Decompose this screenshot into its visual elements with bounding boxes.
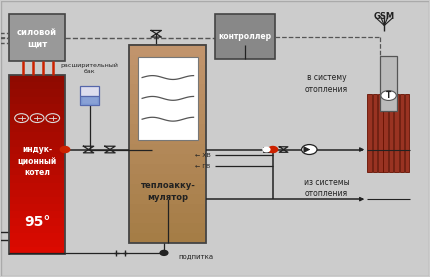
FancyBboxPatch shape (9, 182, 65, 190)
FancyBboxPatch shape (9, 232, 65, 240)
FancyBboxPatch shape (9, 82, 65, 89)
Text: 95°: 95° (24, 215, 50, 229)
FancyBboxPatch shape (129, 173, 206, 184)
FancyBboxPatch shape (129, 183, 206, 194)
FancyBboxPatch shape (129, 163, 206, 174)
FancyBboxPatch shape (129, 233, 206, 243)
Circle shape (160, 250, 168, 255)
Text: силовой
щит: силовой щит (17, 27, 57, 48)
FancyBboxPatch shape (129, 223, 206, 233)
FancyBboxPatch shape (129, 64, 206, 75)
Text: индук-
ционный
котел: индук- ционный котел (18, 145, 57, 177)
FancyBboxPatch shape (129, 134, 206, 144)
FancyBboxPatch shape (129, 104, 206, 114)
Text: теплоакку-
мулятор: теплоакку- мулятор (141, 181, 195, 202)
FancyBboxPatch shape (9, 117, 65, 125)
FancyBboxPatch shape (389, 94, 393, 171)
FancyBboxPatch shape (9, 125, 65, 132)
FancyBboxPatch shape (9, 175, 65, 183)
FancyBboxPatch shape (129, 203, 206, 214)
FancyBboxPatch shape (9, 247, 65, 254)
Circle shape (268, 147, 278, 153)
Text: расширительный
бак: расширительный бак (61, 63, 119, 74)
Text: ← ГВ: ← ГВ (196, 163, 211, 169)
FancyBboxPatch shape (129, 54, 206, 65)
FancyBboxPatch shape (378, 94, 383, 171)
Circle shape (381, 91, 396, 101)
FancyBboxPatch shape (129, 94, 206, 104)
FancyBboxPatch shape (9, 146, 65, 154)
FancyBboxPatch shape (367, 94, 372, 171)
FancyBboxPatch shape (9, 204, 65, 211)
FancyBboxPatch shape (129, 213, 206, 223)
FancyBboxPatch shape (129, 143, 206, 154)
FancyBboxPatch shape (405, 94, 409, 171)
Text: ← ХВ: ← ХВ (195, 153, 211, 158)
FancyBboxPatch shape (373, 94, 377, 171)
Text: из системы
отопления: из системы отопления (304, 178, 349, 198)
FancyBboxPatch shape (9, 111, 65, 118)
FancyBboxPatch shape (9, 211, 65, 219)
Text: подпитка: подпитка (178, 253, 213, 259)
FancyBboxPatch shape (129, 114, 206, 124)
Circle shape (60, 147, 70, 153)
Text: GSM: GSM (374, 12, 395, 21)
FancyBboxPatch shape (399, 94, 404, 171)
FancyBboxPatch shape (9, 225, 65, 233)
Text: в систему
отопления: в систему отопления (305, 73, 348, 94)
FancyBboxPatch shape (215, 14, 275, 58)
FancyBboxPatch shape (9, 196, 65, 204)
FancyBboxPatch shape (9, 96, 65, 104)
FancyBboxPatch shape (129, 153, 206, 164)
FancyBboxPatch shape (380, 56, 397, 111)
FancyBboxPatch shape (9, 239, 65, 247)
FancyBboxPatch shape (394, 94, 399, 171)
FancyBboxPatch shape (9, 75, 65, 82)
FancyBboxPatch shape (129, 84, 206, 94)
Text: контроллер: контроллер (218, 32, 272, 41)
Circle shape (301, 145, 317, 155)
Text: T: T (386, 91, 391, 100)
FancyBboxPatch shape (80, 86, 99, 106)
FancyBboxPatch shape (9, 14, 65, 61)
FancyBboxPatch shape (129, 124, 206, 134)
Circle shape (263, 147, 270, 152)
FancyBboxPatch shape (263, 147, 270, 152)
FancyBboxPatch shape (9, 153, 65, 161)
FancyBboxPatch shape (9, 218, 65, 225)
FancyBboxPatch shape (9, 189, 65, 197)
FancyBboxPatch shape (129, 44, 206, 55)
FancyBboxPatch shape (9, 89, 65, 97)
FancyBboxPatch shape (9, 139, 65, 147)
FancyBboxPatch shape (9, 103, 65, 111)
FancyBboxPatch shape (129, 193, 206, 204)
FancyBboxPatch shape (9, 168, 65, 175)
FancyBboxPatch shape (129, 74, 206, 84)
FancyBboxPatch shape (138, 57, 198, 140)
FancyBboxPatch shape (9, 161, 65, 168)
FancyBboxPatch shape (9, 132, 65, 140)
FancyBboxPatch shape (384, 94, 388, 171)
